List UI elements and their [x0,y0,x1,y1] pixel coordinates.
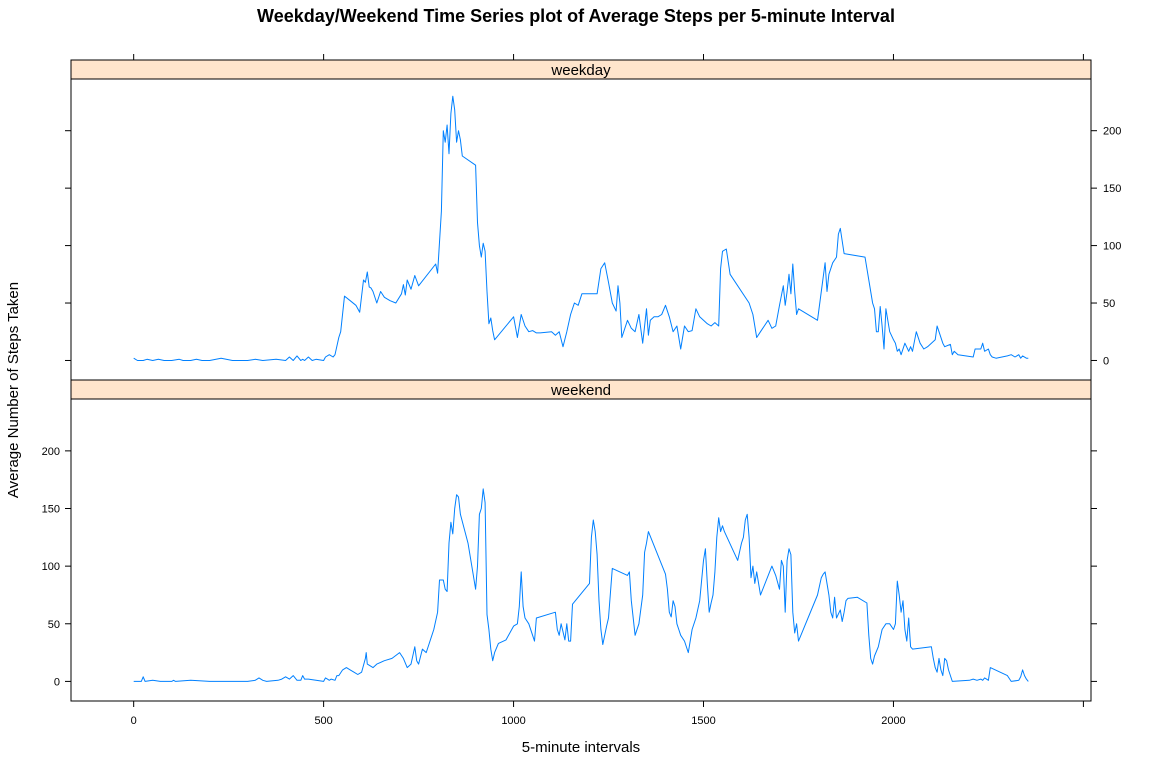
y-tick-label: 200 [42,446,60,458]
x-axis: 0 500 1000 1500 2000 [131,54,1084,727]
panel-weekday: weekday 0 50 100 150 200 [65,59,1121,381]
y-tick-label: 0 [54,676,60,688]
x-tick-label: 0 [131,715,137,727]
series-line-weekday [133,95,1029,361]
series-line-weekend [133,488,1029,682]
y-tick-label: 50 [1103,298,1115,310]
y-tick-label: 150 [1103,183,1121,195]
panel-frame-weekday [70,78,1092,381]
y-tick-label: 100 [1103,241,1121,253]
panel-weekend: weekend 0 50 100 150 200 [42,379,1097,702]
y-axis-title: Average Number of Steps Taken [5,282,22,498]
x-tick-label: 500 [314,715,332,727]
x-tick-label: 1000 [501,715,525,727]
strip-label-weekend: weekend [550,382,611,399]
x-tick-label: 1500 [691,715,715,727]
panel-frame-weekend [70,398,1092,702]
x-axis-title: 5-minute intervals [522,739,640,756]
y-tick-label: 0 [1103,355,1109,367]
y-tick-label: 200 [1103,126,1121,138]
strip-label-weekday: weekday [550,62,611,79]
x-tick-label: 2000 [881,715,905,727]
y-tick-label: 50 [48,619,60,631]
y-tick-label: 150 [42,504,60,516]
y-tick-label: 100 [42,561,60,573]
chart-title: Weekday/Weekend Time Series plot of Aver… [257,6,895,26]
